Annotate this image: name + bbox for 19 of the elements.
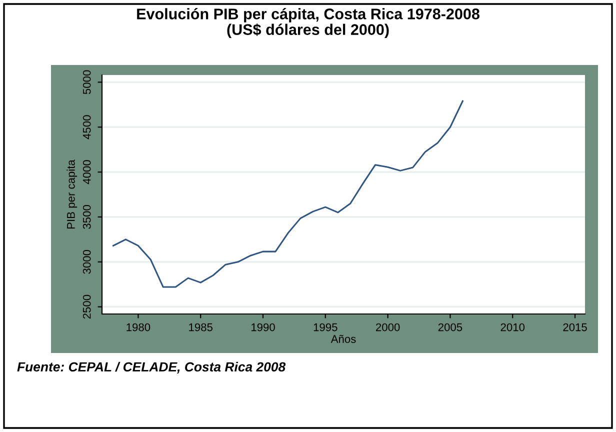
y-tick-label: 2500 bbox=[82, 294, 91, 319]
x-tick-label: 2005 bbox=[438, 323, 462, 332]
source-note: Fuente: CEPAL / CELADE, Costa Rica 2008 bbox=[17, 362, 286, 374]
x-tick-label: 2000 bbox=[376, 323, 400, 332]
x-tick-label: 2015 bbox=[563, 323, 587, 332]
x-tick-label: 1990 bbox=[251, 323, 275, 332]
x-tick-label: 2010 bbox=[500, 323, 525, 332]
line-series bbox=[112, 100, 464, 288]
y-tick-label: 4500 bbox=[82, 115, 91, 140]
y-tick-label: 5000 bbox=[82, 70, 91, 94]
y-axis-title: PIB per capita bbox=[66, 160, 78, 228]
x-tick-label: 1995 bbox=[314, 323, 338, 332]
x-axis-title: Años bbox=[330, 334, 356, 343]
chart-title: Evolución PIB per cápita, Costa Rica 1978-2008 (US$ dólares del 2000) bbox=[137, 8, 480, 38]
y-tick-label: 3000 bbox=[82, 250, 91, 274]
x-tick-label: 1980 bbox=[126, 323, 150, 332]
x-tick-label: 1985 bbox=[189, 323, 212, 332]
y-tick-label: 3500 bbox=[82, 205, 91, 229]
y-tick-label: 4000 bbox=[82, 160, 91, 184]
